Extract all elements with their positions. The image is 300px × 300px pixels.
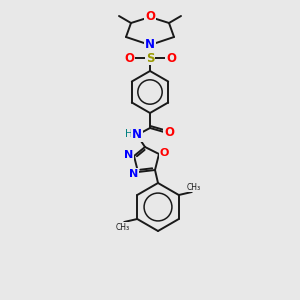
Text: O: O bbox=[145, 11, 155, 23]
Text: O: O bbox=[124, 52, 134, 64]
Text: N: N bbox=[129, 169, 139, 179]
Text: O: O bbox=[164, 127, 174, 140]
Text: N: N bbox=[124, 150, 134, 160]
Text: CH₃: CH₃ bbox=[115, 223, 129, 232]
Text: CH₃: CH₃ bbox=[187, 182, 201, 191]
Text: N: N bbox=[145, 38, 155, 52]
Text: H: H bbox=[125, 129, 133, 139]
Text: O: O bbox=[166, 52, 176, 64]
Text: S: S bbox=[146, 52, 154, 64]
Text: O: O bbox=[159, 148, 169, 158]
Text: N: N bbox=[132, 128, 142, 142]
